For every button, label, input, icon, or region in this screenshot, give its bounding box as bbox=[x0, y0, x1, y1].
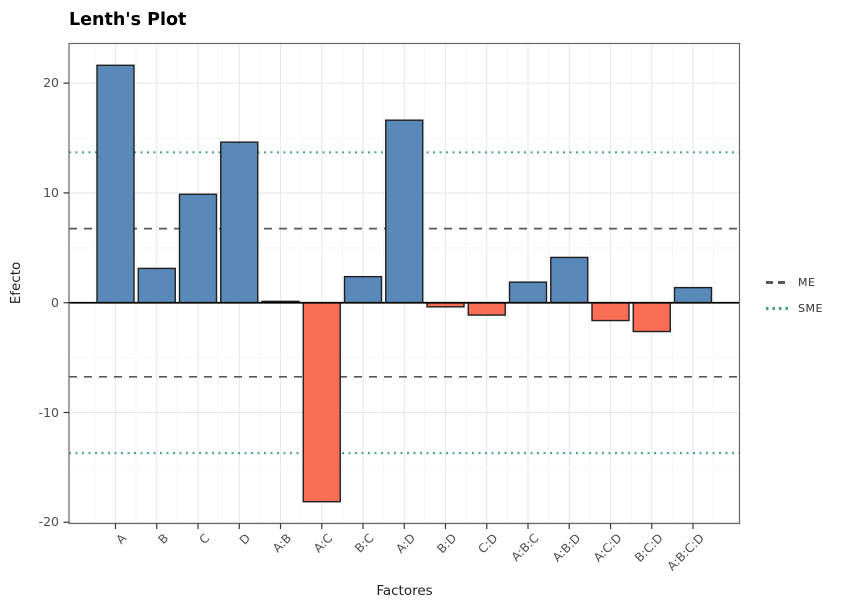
legend-item-me: ME bbox=[766, 274, 823, 290]
y-tick-label: -20 bbox=[38, 514, 59, 530]
bar-A:B:D bbox=[550, 256, 589, 304]
bar-D bbox=[220, 141, 259, 304]
bar-A:B:C bbox=[508, 281, 548, 304]
bar-A:D bbox=[385, 119, 424, 304]
legend-label-sme: SME bbox=[798, 301, 823, 315]
y-tick-label: 0 bbox=[51, 294, 59, 310]
bar-A bbox=[96, 64, 135, 304]
legend: ME SME bbox=[766, 274, 823, 316]
me-dashed-line-swatch bbox=[766, 280, 788, 284]
y-tick-label: -10 bbox=[38, 404, 59, 420]
bar-C bbox=[178, 193, 218, 304]
bar-A:B:C:D bbox=[673, 286, 713, 304]
bar-A:C bbox=[302, 302, 341, 503]
bar-A:C:D bbox=[591, 302, 630, 322]
y-tick-label: 20 bbox=[43, 75, 59, 91]
bar-B bbox=[137, 267, 176, 304]
bar-C:D bbox=[467, 302, 506, 316]
legend-item-sme: SME bbox=[766, 300, 823, 316]
sme-dotted-line-swatch bbox=[766, 306, 788, 310]
y-axis-label: Efecto bbox=[8, 261, 24, 305]
chart-title: Lenth's Plot bbox=[69, 10, 187, 30]
bar-B:C:D bbox=[632, 302, 671, 333]
y-tick-label: 10 bbox=[43, 184, 59, 200]
legend-label-me: ME bbox=[798, 275, 816, 289]
bar-B:C bbox=[343, 275, 383, 304]
x-axis-label: Factores bbox=[376, 583, 433, 599]
